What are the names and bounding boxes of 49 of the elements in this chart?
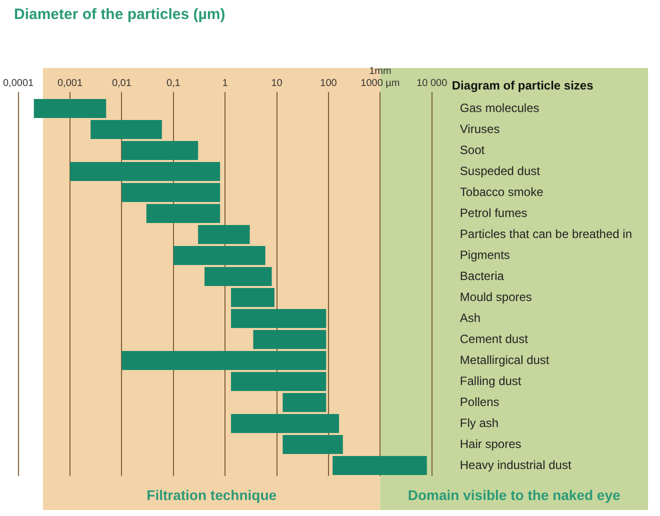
x-tick-label: 100 <box>320 78 338 89</box>
y-tick-label: Ash <box>460 310 481 325</box>
bar <box>230 372 326 391</box>
x-tick-label: 10 <box>271 78 283 89</box>
y-tick-label: Metallirgical dust <box>460 352 550 367</box>
y-tick-label: Heavy industrial dust <box>460 458 572 472</box>
y-tick-label: Tobacco smoke <box>460 184 544 199</box>
band-label: Filtration technique <box>146 486 277 503</box>
x-tick-label: 0,0001 <box>2 78 34 89</box>
bar <box>146 204 220 223</box>
bar <box>282 435 343 454</box>
x-tick-label: 1 <box>222 78 228 89</box>
y-tick-label: Bacteria <box>460 268 504 283</box>
x-tick-label: 1mm 1000 µm <box>360 66 400 89</box>
bar <box>122 183 220 202</box>
bar <box>70 162 220 181</box>
bar <box>122 141 198 160</box>
bar <box>122 351 326 370</box>
y-tick-label: Pollens <box>460 394 500 409</box>
x-tick-label: 10 000 <box>416 78 448 89</box>
bar <box>230 288 274 307</box>
bar <box>173 246 266 265</box>
band-label: Domain visible to the naked eye <box>408 486 621 503</box>
y-tick-label: Hair spores <box>460 436 522 451</box>
chart-title: Diameter of the particles (µm) <box>14 6 226 24</box>
bar <box>198 225 250 244</box>
y-tick-label: Falling dust <box>460 374 522 388</box>
y-tick-label: Particles that can be breathed in <box>460 226 632 241</box>
y-tick-label: Pigments <box>460 248 510 262</box>
bar <box>282 393 326 412</box>
y-tick-label: Soot <box>460 142 486 157</box>
y-tick-label: Gas molecules <box>460 100 540 115</box>
y-tick-label: Petrol fumes <box>460 206 528 220</box>
bar <box>253 330 326 349</box>
y-tick-label: Suspeded dust <box>460 164 541 178</box>
x-tick-label: 0,1 <box>166 78 181 89</box>
y-axis-title: Diagram of particle sizes <box>452 78 594 92</box>
x-tick-label: 0,01 <box>112 78 132 89</box>
bar <box>204 267 272 286</box>
x-tick-label: 0,001 <box>57 78 83 89</box>
bar <box>34 99 106 118</box>
y-tick-label: Cement dust <box>460 332 529 346</box>
bar <box>90 120 162 139</box>
y-tick-label: Fly ash <box>460 416 499 430</box>
y-tick-label: Mould spores <box>460 290 532 304</box>
bar <box>230 414 340 433</box>
bar <box>230 309 326 328</box>
bar <box>332 456 427 475</box>
y-tick-label: Viruses <box>460 122 500 136</box>
